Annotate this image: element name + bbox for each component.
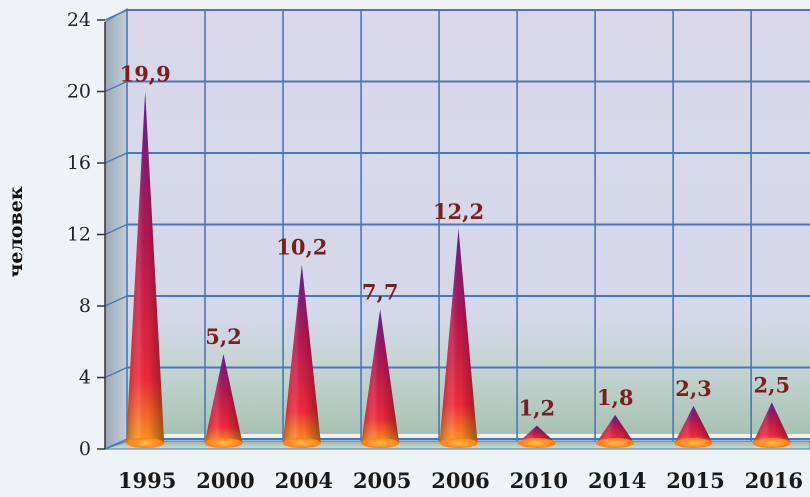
value-label: 1,8 — [597, 385, 634, 410]
cone-shading — [674, 405, 713, 443]
cone-base — [596, 438, 635, 448]
gridline-side — [104, 9, 128, 21]
cone-bar — [752, 402, 791, 448]
x-tick-label: 2010 — [510, 468, 568, 493]
value-label: 12,2 — [433, 199, 484, 224]
value-label: 10,2 — [276, 235, 327, 260]
cone-base — [204, 438, 243, 448]
cone-shading — [282, 264, 321, 443]
cone-base — [439, 438, 478, 448]
value-label: 2,5 — [754, 372, 791, 397]
cone-shading — [361, 309, 400, 443]
y-tick-label: 20 — [67, 81, 91, 103]
y-tick-label: 24 — [67, 9, 91, 31]
value-label: 5,2 — [205, 324, 242, 349]
x-tick-label: 2000 — [196, 468, 254, 493]
gridline-side — [104, 152, 128, 164]
cone-shading — [517, 425, 556, 443]
x-tick-label: 2005 — [353, 468, 411, 493]
value-label: 2,3 — [675, 376, 712, 401]
value-label: 1,2 — [519, 396, 556, 421]
cone-bar — [674, 405, 713, 448]
cone-bar — [517, 425, 556, 448]
x-tick-label: 2014 — [588, 468, 646, 493]
gridline-side — [104, 295, 128, 307]
cone-bar — [439, 228, 478, 448]
gridline-side — [104, 223, 128, 236]
cone-base — [361, 438, 400, 448]
cone-bar — [282, 264, 321, 448]
cone-shading — [439, 228, 478, 443]
y-tick-label: 0 — [79, 438, 91, 460]
y-tick-label: 4 — [79, 367, 91, 389]
value-label: 7,7 — [362, 279, 399, 304]
cone-shading — [126, 91, 165, 443]
cone-bar — [596, 414, 635, 448]
cone-bar — [126, 91, 165, 448]
cone-shading — [204, 354, 243, 443]
y-axis-title: человек — [5, 186, 27, 277]
cone-base — [674, 438, 713, 448]
x-tick-label: 2016 — [745, 468, 803, 493]
cone-base — [517, 438, 556, 448]
value-label: 19,9 — [120, 61, 171, 86]
y-tick-label: 16 — [67, 152, 91, 174]
cone-shading — [752, 402, 791, 443]
gridline-side — [104, 80, 128, 93]
x-tick-label: 2006 — [431, 468, 489, 493]
cone-bar — [361, 309, 400, 448]
gridline-side — [104, 438, 128, 450]
cone-base — [126, 438, 165, 448]
x-tick-label: 2004 — [275, 468, 333, 493]
x-tick-label: 1995 — [118, 468, 176, 493]
y-tick-label: 12 — [67, 224, 91, 246]
cone-base — [282, 438, 321, 448]
cone-shading — [596, 414, 635, 443]
y-tick-label: 8 — [79, 295, 91, 317]
cone-base — [752, 438, 791, 448]
gridline-side — [104, 366, 128, 379]
x-tick-label: 2015 — [666, 468, 724, 493]
cone-bar — [204, 354, 243, 448]
